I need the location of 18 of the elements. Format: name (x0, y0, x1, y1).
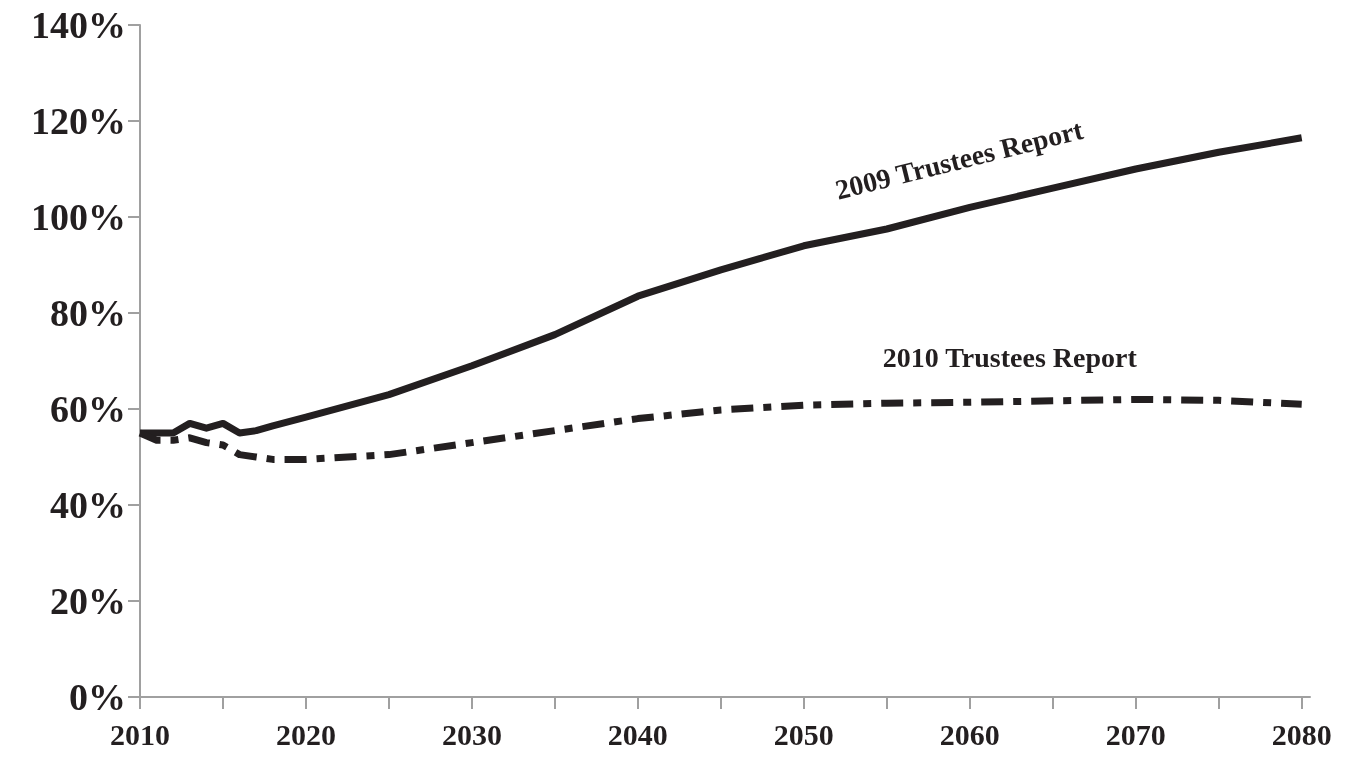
y-tick-label: 80% (50, 292, 126, 334)
y-tick-label: 100% (31, 196, 126, 238)
x-tick-label: 2060 (939, 717, 1000, 751)
y-tick-label: 60% (50, 388, 126, 430)
y-tick-label: 0% (69, 676, 126, 718)
x-tick-label: 2080 (1271, 717, 1332, 751)
y-tick-label: 120% (31, 100, 126, 142)
x-tick-label: 2030 (441, 717, 502, 751)
x-tick-label: 2070 (1105, 717, 1166, 751)
y-tick-label: 40% (50, 484, 126, 526)
y-tick-label: 20% (50, 580, 126, 622)
x-tick-label: 2020 (275, 717, 336, 751)
x-tick-label: 2010 (110, 717, 170, 751)
x-tick-label: 2050 (773, 717, 834, 751)
x-tick-label: 2040 (607, 717, 668, 751)
series-label: 2010 Trustees Report (882, 341, 1138, 373)
text: 2009 Trustees Report (832, 113, 1087, 206)
y-tick-label: 140% (31, 4, 126, 46)
